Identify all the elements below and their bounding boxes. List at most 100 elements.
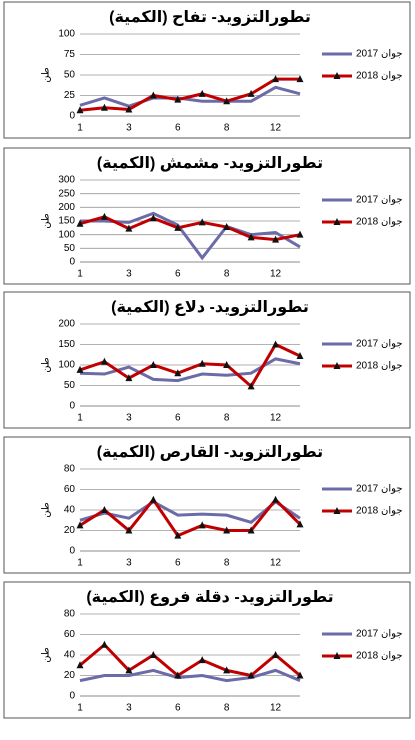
point-marker: [149, 651, 157, 658]
legend-marker: [333, 72, 341, 79]
legend-label: جوان 2018: [356, 217, 403, 228]
y-axis-label: طن: [41, 502, 52, 518]
legend-label: جوان 2017: [356, 484, 403, 495]
point-marker: [174, 223, 182, 231]
point-marker: [247, 233, 255, 241]
point-marker: [198, 656, 206, 664]
point-marker: [247, 89, 255, 97]
chart: تطورالتزويد- تفاح (الكمية) طن 0 25 50 75 100 1 3…: [3, 1, 411, 139]
y-axis-label: طن: [41, 213, 52, 229]
y-tick-label: 60: [64, 629, 76, 640]
x-tick-label: 3: [126, 558, 132, 569]
legend-marker: [333, 362, 341, 369]
y-tick-label: 100: [58, 29, 75, 40]
point-marker: [247, 671, 255, 679]
y-tick-label: 0: [69, 691, 75, 702]
legend-label: جوان 2017: [356, 629, 403, 640]
point-marker: [149, 91, 157, 99]
y-tick-label: 100: [58, 229, 75, 240]
y-axis-label: طن: [41, 647, 52, 663]
point-marker: [125, 224, 133, 232]
point-marker: [100, 357, 108, 365]
y-tick-label: 40: [64, 650, 76, 661]
y-tick-label: 20: [64, 670, 76, 681]
point-marker: [100, 640, 108, 648]
y-tick-label: 50: [64, 380, 76, 391]
point-marker: [76, 106, 84, 114]
point-marker: [100, 506, 108, 513]
point-marker: [125, 526, 133, 534]
y-tick-label: 40: [64, 505, 76, 516]
x-tick-label: 6: [175, 558, 181, 569]
point-marker: [296, 351, 304, 359]
y-tick-label: 200: [58, 319, 75, 330]
point-marker: [223, 361, 231, 368]
legend-label: جوان 2018: [356, 71, 403, 82]
panel-border: [3, 436, 411, 574]
x-tick-label: 12: [270, 703, 282, 714]
x-tick-label: 8: [224, 413, 230, 424]
point-marker: [174, 95, 182, 103]
y-axis-label: طن: [41, 357, 52, 373]
x-tick-label: 12: [270, 123, 282, 134]
point-marker: [149, 361, 157, 368]
x-tick-label: 12: [270, 413, 282, 424]
point-marker: [272, 340, 280, 348]
x-tick-label: 3: [126, 703, 132, 714]
series-line: [79, 342, 301, 389]
series-line: [79, 77, 300, 112]
y-tick-label: 60: [64, 484, 76, 495]
point-marker: [125, 666, 133, 674]
y-tick-label: 250: [58, 188, 75, 199]
legend-marker: [333, 218, 341, 225]
point-marker: [198, 89, 206, 97]
point-marker: [125, 374, 133, 382]
point-marker: [174, 671, 182, 679]
point-marker: [223, 666, 231, 674]
y-axis-label: طن: [41, 67, 52, 83]
y-tick-label: 150: [58, 339, 75, 350]
point-marker: [76, 521, 84, 529]
y-tick-label: 0: [69, 401, 75, 412]
point-marker: [272, 495, 280, 503]
x-tick-label: 6: [175, 269, 181, 280]
y-tick-label: 80: [64, 609, 76, 620]
series-line: [79, 85, 301, 108]
x-tick-label: 6: [175, 123, 181, 134]
panel-border: [3, 1, 411, 139]
point-marker: [198, 359, 206, 367]
x-tick-label: 3: [126, 269, 132, 280]
point-marker: [174, 369, 182, 377]
x-tick-label: 1: [77, 123, 83, 134]
chart: تطورالتزويد- دقلة فروع (الكمية) طن 0 20 40 60…: [3, 581, 411, 719]
legend-marker: [333, 652, 341, 659]
series-line: [79, 215, 301, 242]
y-tick-label: 20: [64, 525, 76, 536]
point-marker: [247, 382, 255, 390]
x-tick-label: 8: [224, 558, 230, 569]
y-tick-label: 300: [58, 175, 75, 186]
point-marker: [100, 103, 108, 111]
y-tick-label: 150: [58, 216, 75, 227]
x-tick-label: 1: [77, 558, 83, 569]
point-marker: [272, 651, 280, 658]
point-marker: [296, 520, 304, 528]
legend-label: جوان 2018: [356, 651, 403, 662]
x-tick-label: 6: [175, 703, 181, 714]
point-marker: [198, 218, 206, 226]
y-tick-label: 0: [69, 257, 75, 268]
panel-border: [3, 291, 411, 429]
x-tick-label: 1: [77, 269, 83, 280]
x-tick-label: 1: [77, 413, 83, 424]
legend-label: جوان 2017: [356, 339, 403, 350]
point-marker: [296, 230, 304, 238]
x-tick-label: 6: [175, 413, 181, 424]
y-tick-label: 0: [69, 111, 75, 122]
point-marker: [100, 212, 108, 220]
series-line: [79, 499, 301, 524]
chart-title: تطورالتزويد- مشمش (الكمية): [97, 155, 323, 172]
point-marker: [296, 671, 304, 679]
chart-title: تطورالتزويد- دلاع (الكمية): [111, 299, 309, 316]
series-line: [79, 642, 301, 678]
